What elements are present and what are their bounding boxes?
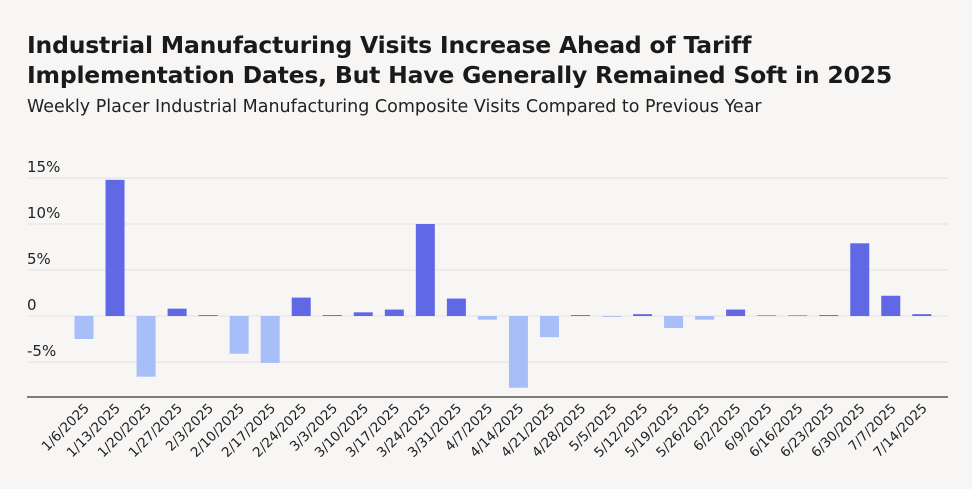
bar-5-12-2025 [633,314,653,316]
y-tick-label: 0 [27,296,37,314]
chart-subtitle: Weekly Placer Industrial Manufacturing C… [27,97,762,117]
bar-6-23-2025 [819,315,839,316]
bar-5-19-2025 [664,316,684,328]
x-axis-labels: 1/6/20251/13/20251/20/20251/27/20252/3/2… [39,401,931,461]
y-tick-label: -5% [27,342,56,360]
bar-5-5-2025 [602,316,622,317]
bar-5-26-2025 [695,316,715,320]
bar-2-17-2025 [260,316,280,363]
bar-7-14-2025 [912,314,932,316]
y-tick-label: 5% [27,250,51,268]
bar-1-13-2025 [105,179,125,316]
bar-6-16-2025 [788,315,808,316]
y-axis-ticks: 15% 10% 5% 0 -5% [27,158,60,360]
bar-1-27-2025 [167,308,187,316]
bar-2-24-2025 [291,297,311,316]
gridlines [27,177,948,363]
bar-4-21-2025 [539,316,559,338]
bar-4-7-2025 [477,316,497,320]
bar-3-3-2025 [322,315,342,316]
bar-7-7-2025 [881,295,901,316]
bar-3-17-2025 [384,309,404,316]
bars [74,179,932,388]
bar-3-10-2025 [353,312,373,316]
bar-4-28-2025 [570,315,590,316]
bar-6-2-2025 [726,309,746,316]
bar-6-30-2025 [850,243,870,316]
bar-2-3-2025 [198,315,218,316]
bar-3-31-2025 [446,298,466,316]
y-tick-label: 10% [27,204,60,222]
bar-4-14-2025 [508,316,528,388]
bar-6-9-2025 [757,315,777,316]
bar-2-10-2025 [229,316,249,354]
bar-1-6-2025 [74,316,94,339]
bar-1-20-2025 [136,316,156,377]
y-tick-label: 15% [27,158,60,176]
chart-title: Industrial Manufacturing Visits Increase… [27,31,893,89]
bar-3-24-2025 [415,224,435,316]
